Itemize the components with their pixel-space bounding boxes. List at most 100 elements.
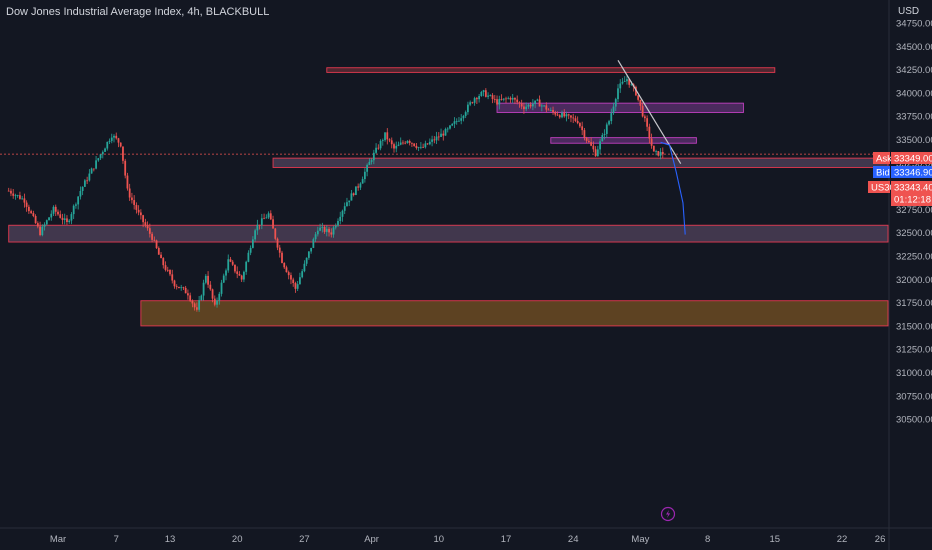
candle-body — [227, 259, 230, 271]
candle-body — [245, 261, 248, 272]
x-tick-label: 24 — [568, 534, 579, 545]
candle-body — [630, 84, 633, 86]
price-tags: Ask 33349.00 Bid 33346.90 US30 33343.4001:12:… — [868, 152, 932, 206]
candle-body — [276, 238, 279, 248]
zones-layer — [8, 67, 889, 327]
candle-body — [61, 217, 64, 221]
zone-demand-orange[interactable] — [140, 300, 889, 327]
candle-body — [661, 151, 664, 155]
zone-support-gray-lower[interactable] — [8, 224, 889, 243]
candle-body — [505, 98, 507, 100]
candle-body — [160, 254, 162, 259]
zone-supply-purple-small[interactable] — [550, 137, 697, 144]
candle-body — [296, 284, 299, 289]
ask-price-tag — [891, 152, 932, 164]
candle-body — [395, 145, 398, 149]
candle-body — [388, 139, 391, 141]
candle-body — [330, 232, 333, 235]
candle-body — [166, 269, 169, 271]
candle-body — [583, 130, 586, 138]
candle-body — [605, 124, 608, 134]
x-tick-label: Mar — [50, 534, 66, 545]
candle-body — [155, 240, 158, 249]
candle-body — [30, 211, 33, 214]
candle-body — [272, 219, 274, 229]
candle-body — [290, 275, 292, 280]
candle-body — [216, 300, 218, 305]
y-tick-label: 34750.00 — [896, 19, 932, 30]
projection-path[interactable] — [660, 141, 686, 235]
candle-body — [572, 117, 575, 119]
candle-body — [14, 195, 17, 197]
candle-body — [142, 215, 145, 223]
candle-body — [493, 99, 496, 100]
zone-resistance-top[interactable] — [326, 67, 776, 73]
candle-body — [422, 146, 425, 148]
candle-body — [128, 188, 131, 198]
candle-body — [487, 95, 489, 97]
time-axis[interactable]: Mar 7 13 20 27 Apr 10 17 24 May 8 15 22 26 — [50, 534, 886, 545]
y-tick-label: 30500.00 — [896, 415, 932, 426]
zone-support-gray-upper[interactable] — [272, 157, 889, 168]
candle-body — [21, 198, 24, 200]
candle-body — [639, 99, 642, 106]
candle-body — [587, 140, 590, 143]
candle-body — [446, 128, 449, 130]
candle-body — [359, 183, 362, 188]
candle-body — [88, 173, 91, 181]
candle-body — [341, 210, 344, 217]
candle-body — [619, 83, 622, 89]
x-tick-label: 10 — [434, 534, 445, 545]
candle-body — [63, 218, 66, 221]
candle-body — [323, 226, 326, 232]
candle-body — [402, 142, 404, 144]
y-tick-label: 32250.00 — [896, 252, 932, 263]
symbol-label-tag — [868, 181, 890, 193]
candle-body — [534, 100, 537, 104]
candle-body — [157, 248, 160, 255]
candle-body — [502, 98, 505, 100]
candle-body — [404, 142, 407, 144]
candle-body — [464, 112, 467, 116]
candle-body — [435, 136, 438, 141]
candle-body — [543, 105, 545, 107]
candle-body — [45, 220, 48, 225]
candle-body — [204, 275, 207, 283]
candle-body — [213, 298, 216, 305]
candle-body — [66, 218, 68, 222]
candle-body — [220, 282, 223, 294]
candle-body — [195, 307, 198, 310]
candle-body — [527, 104, 530, 107]
price-axis[interactable]: 34750.00 34500.00 34250.00 34000.00 33750.00… — [896, 19, 932, 426]
candle-body — [32, 213, 35, 217]
bid-label: Bid — [876, 168, 890, 179]
candle-body — [285, 267, 288, 273]
candle-body — [191, 300, 194, 304]
candle-body — [77, 196, 80, 205]
candle-body — [292, 279, 295, 283]
candle-body — [397, 144, 400, 146]
flash-icon[interactable] — [660, 506, 676, 522]
candle-body — [574, 118, 577, 121]
candle-body — [303, 263, 306, 272]
candle-body — [218, 293, 221, 301]
candle-body — [480, 91, 483, 97]
candle-body — [339, 216, 342, 222]
candle-body — [511, 97, 514, 100]
candle-body — [379, 140, 382, 149]
candle-body — [610, 113, 613, 122]
candle-body — [265, 217, 268, 219]
candle-body — [19, 195, 21, 199]
candle-body — [346, 202, 348, 207]
candle-body — [256, 224, 259, 231]
candle-body — [393, 144, 395, 149]
candle-body — [115, 135, 118, 139]
zone-supply-purple-large[interactable] — [496, 102, 744, 113]
candle-body — [171, 274, 174, 281]
candle-body — [97, 158, 100, 161]
candle-body — [54, 206, 57, 212]
candle-body — [484, 90, 487, 97]
candle-body — [585, 137, 588, 141]
candle-body — [386, 132, 389, 140]
